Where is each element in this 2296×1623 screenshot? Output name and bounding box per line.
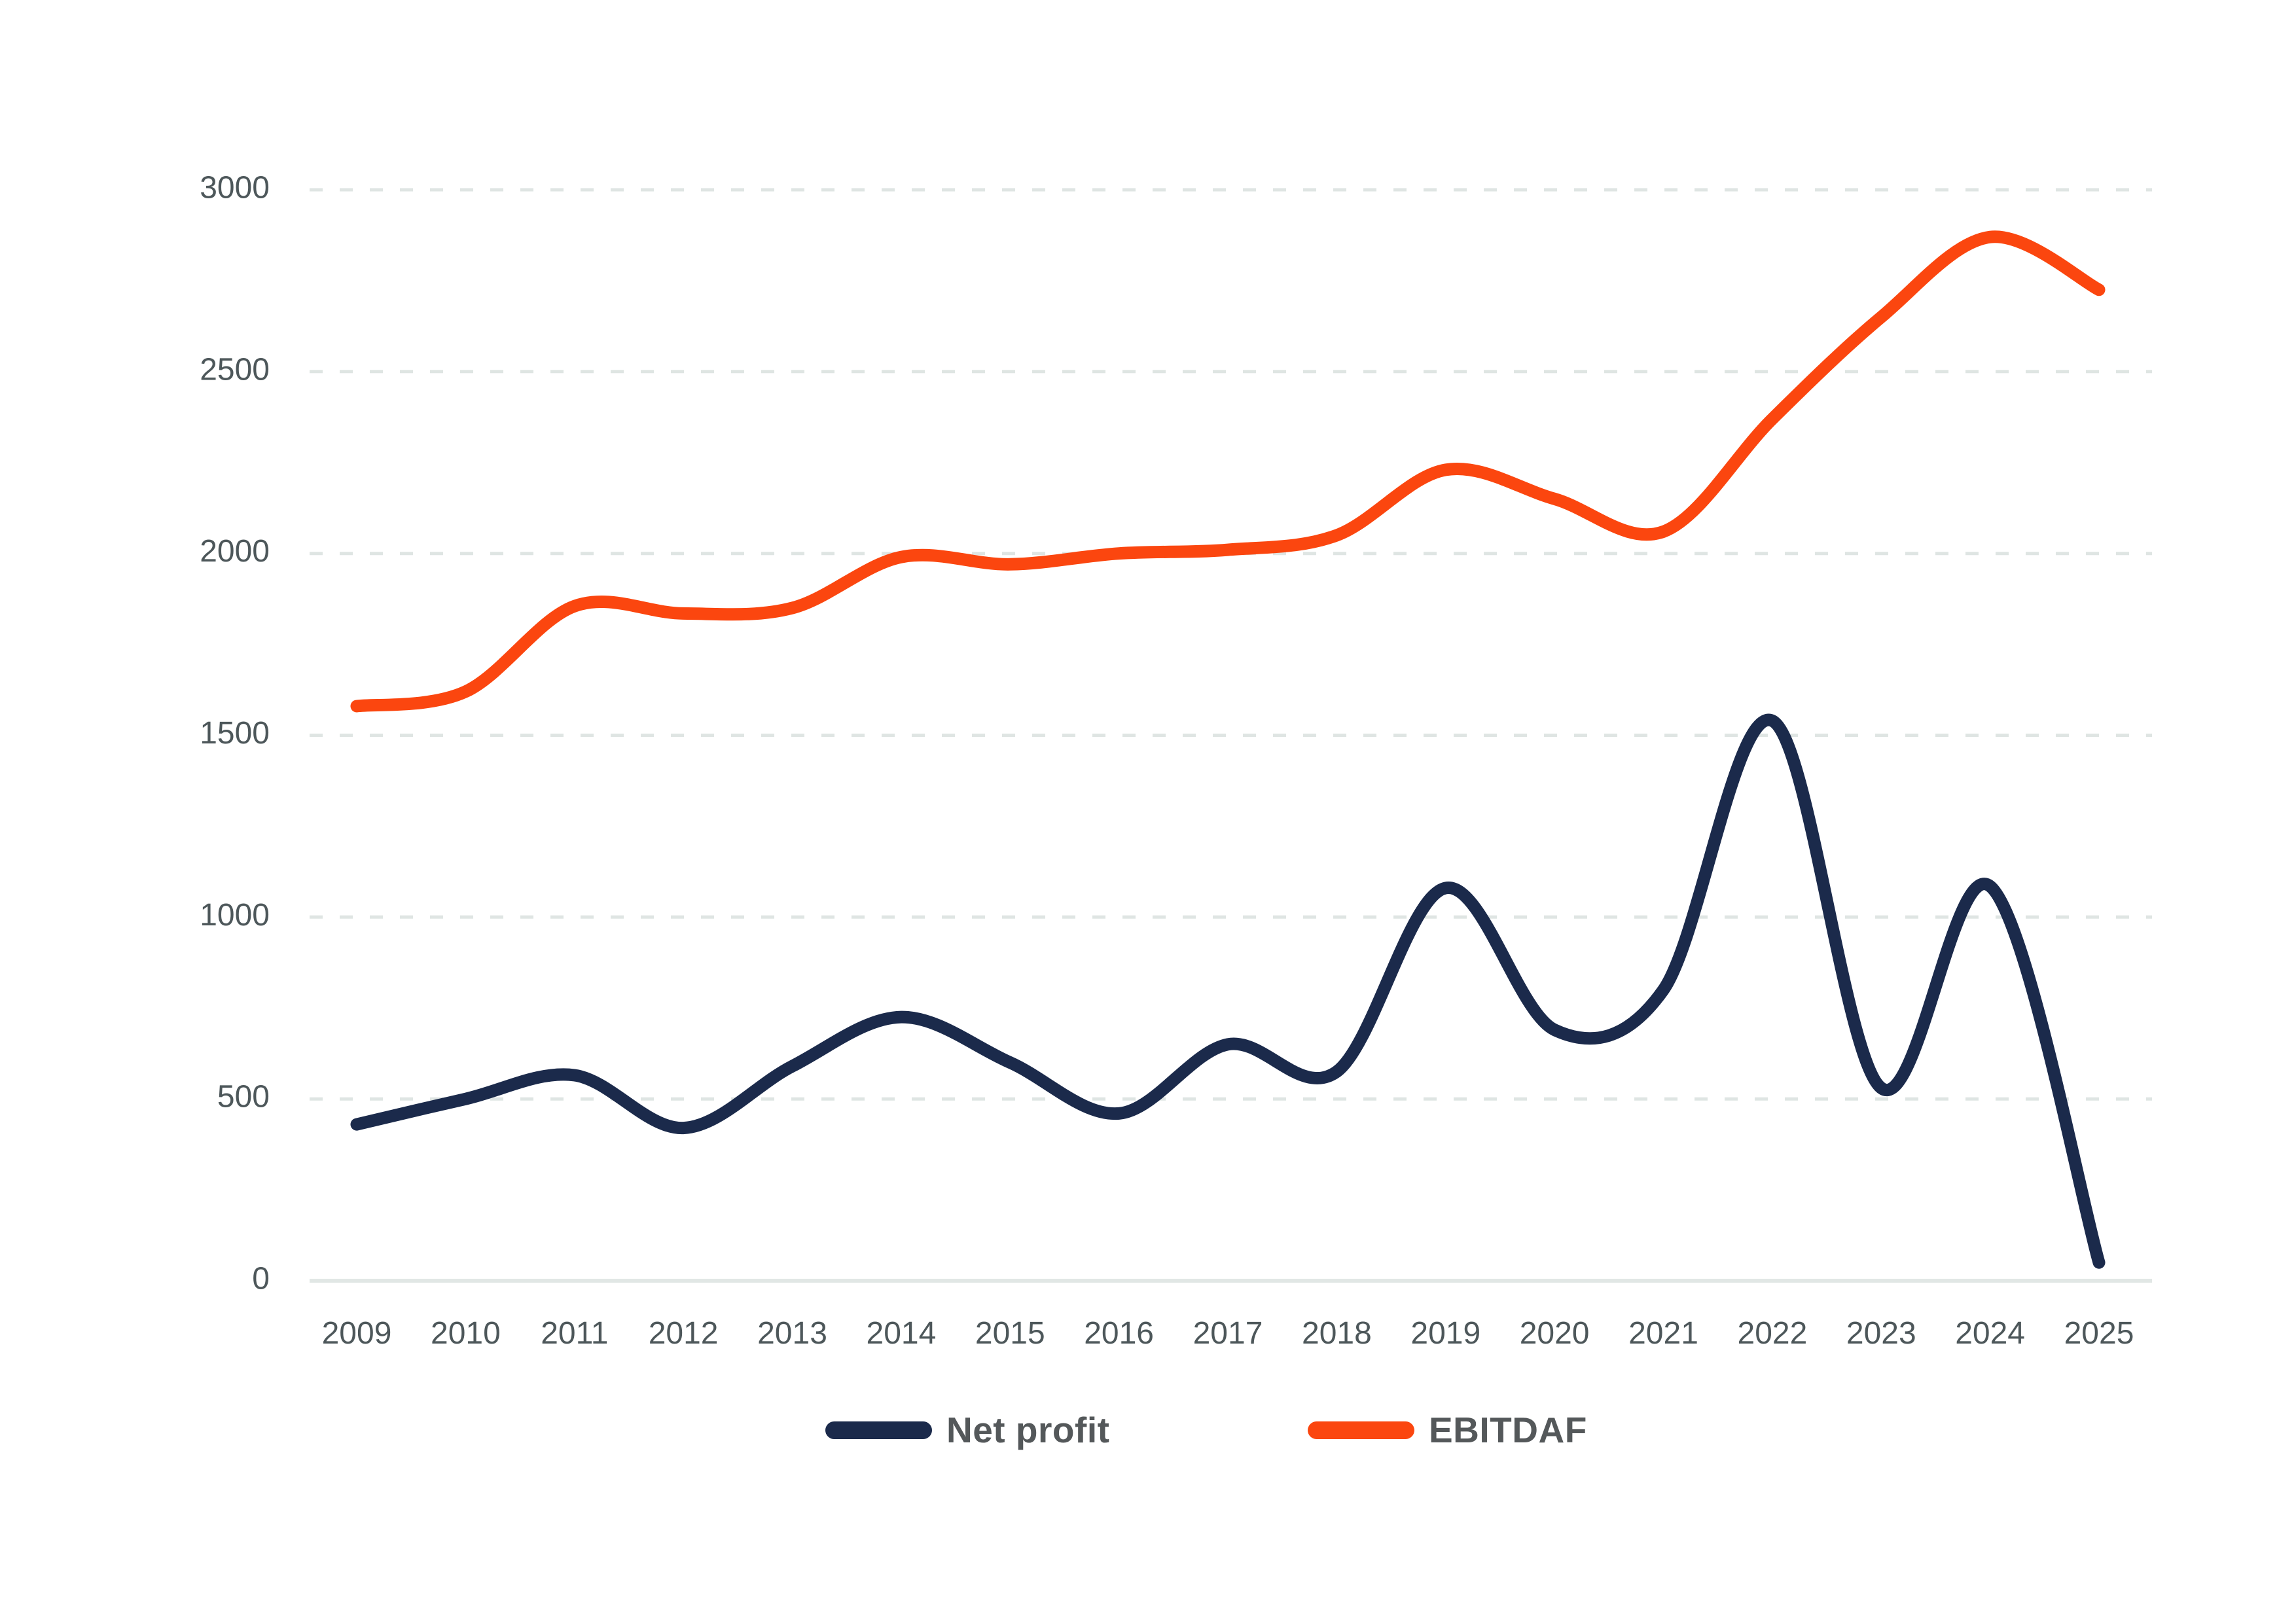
y-tick-label-3000: 3000 — [200, 171, 270, 205]
x-tick-label-2011: 2011 — [541, 1316, 608, 1351]
y-tick-label-2500: 2500 — [200, 352, 270, 387]
ebitdaf-legend-swatch — [1308, 1421, 1414, 1439]
x-tick-label-2023: 2023 — [1846, 1316, 1916, 1351]
legend-item-ebitdaf: EBITDAF — [1308, 1410, 1587, 1450]
x-tick-label-2015: 2015 — [975, 1316, 1045, 1351]
x-tick-label-2013: 2013 — [757, 1316, 827, 1351]
x-tick-label-2017: 2017 — [1193, 1316, 1263, 1351]
y-tick-label-1000: 1000 — [200, 898, 270, 933]
net-profit-line — [350, 713, 2106, 1269]
net-profit-legend-swatch — [825, 1421, 932, 1439]
y-tick-label-500: 500 — [217, 1080, 270, 1115]
x-tick-label-2025: 2025 — [2064, 1316, 2134, 1351]
x-tick-label-2016: 2016 — [1084, 1316, 1154, 1351]
y-tick-label-0: 0 — [252, 1262, 270, 1296]
legend-item-net-profit: Net profit — [825, 1410, 1110, 1450]
x-tick-label-2022: 2022 — [1738, 1316, 1808, 1351]
net-profit-legend-label: Net profit — [946, 1410, 1110, 1450]
y-tick-label-2000: 2000 — [200, 534, 270, 569]
x-tick-label-2024: 2024 — [1955, 1316, 2025, 1351]
ebitdaf-legend-label: EBITDAF — [1429, 1410, 1587, 1450]
x-tick-label-2010: 2010 — [431, 1316, 501, 1351]
ebitdaf-line — [350, 230, 2106, 713]
x-tick-label-2012: 2012 — [649, 1316, 719, 1351]
x-tick-label-2018: 2018 — [1302, 1316, 1372, 1351]
y-tick-label-1500: 1500 — [200, 716, 270, 751]
x-tick-label-2021: 2021 — [1628, 1316, 1698, 1351]
x-tick-label-2020: 2020 — [1520, 1316, 1590, 1351]
x-tick-label-2009: 2009 — [322, 1316, 392, 1351]
x-tick-label-2014: 2014 — [867, 1316, 937, 1351]
x-tick-label-2019: 2019 — [1410, 1316, 1480, 1351]
